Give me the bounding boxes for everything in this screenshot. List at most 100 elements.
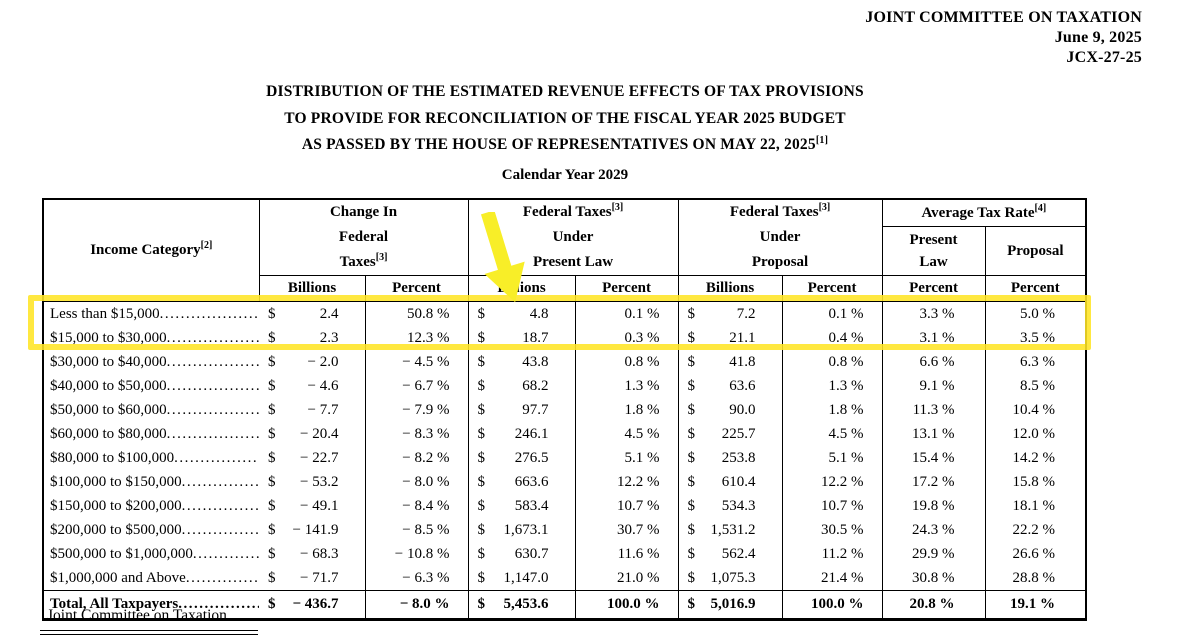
billions-value: 663.6 [514, 473, 549, 490]
dollar-sign: $ [268, 353, 276, 370]
dollar-sign: $ [687, 545, 696, 562]
billions-value-cell: $97.7 [467, 398, 576, 422]
billions-value-cell: $68.2 [467, 374, 576, 398]
percent-value-cell: 1.3 % [781, 374, 883, 398]
dollar-sign: $ [268, 497, 276, 514]
percent-value-cell: 10.7 % [574, 494, 679, 518]
col-header-proposal: Proposal [984, 226, 1087, 276]
table-row-total: Total, All Taxpayers$− 436.7− 8.0 %$5,45… [43, 590, 1087, 620]
billions-value-cell: $63.6 [677, 374, 783, 398]
percent-value-cell: 8.5 % [984, 374, 1087, 398]
billions-value: 583.4 [514, 497, 549, 514]
letterhead-org: JOINT COMMITTEE ON TAXATION [865, 9, 1142, 26]
percent-value-cell: 5.0 % [984, 301, 1087, 326]
billions-value-cell: $ − 7.7 [259, 398, 365, 422]
footnote-ref-4: [4] [1034, 202, 1047, 214]
percent-value-cell: 3.3 % [881, 301, 986, 326]
table-subtitle: Calendar Year 2029 [501, 167, 629, 183]
dot-leader [193, 546, 259, 563]
income-category-cell: $40,000 to $50,000 [43, 374, 259, 398]
percent-value-cell: 50.8 % [364, 301, 469, 326]
billions-value: 63.6 [729, 377, 756, 394]
billions-value-cell: $ − 49.1 [259, 494, 365, 518]
percent-value-cell: 15.8 % [984, 470, 1087, 494]
percent-value-cell: 29.9 % [881, 542, 986, 566]
dot-leader [174, 450, 259, 467]
table-row: $200,000 to $500,000$− 141.9− 8.5 %$1,67… [43, 518, 1087, 542]
billions-value-cell: $1,075.3 [677, 566, 783, 591]
letterhead-doc-number: JCX-27-25 [1066, 49, 1142, 66]
percent-value-cell: 1.8 % [574, 398, 679, 422]
subcol-percent: Percent [881, 275, 986, 302]
percent-value-cell: 12.2 % [781, 470, 883, 494]
percent-value-cell: 0.4 % [781, 326, 883, 350]
billions-value-cell: $610.4 [677, 470, 783, 494]
billions-value: 18.7 [522, 329, 549, 346]
percent-value-cell: 11.6 % [574, 542, 679, 566]
billions-value: 41.8 [729, 353, 756, 370]
dollar-sign: $ [687, 425, 696, 442]
dollar-sign: $ [477, 497, 486, 514]
percent-value-cell: 20.8 % [881, 590, 986, 620]
percent-value-cell: 30.7 % [574, 518, 679, 542]
dollar-sign: $ [268, 305, 276, 322]
col-header-income-category: Income Category[2] [43, 199, 260, 302]
percent-value-cell: 11.2 % [781, 542, 883, 566]
percent-value-cell: − 6.3 % [364, 566, 469, 591]
title-line-2: TO PROVIDE FOR RECONCILIATION OF THE FIS… [284, 109, 846, 127]
billions-value-cell: $276.5 [467, 446, 576, 470]
billions-value-cell: $246.1 [467, 422, 576, 446]
percent-value-cell: 100.0 % [574, 590, 679, 620]
percent-value-cell: 21.4 % [781, 566, 883, 591]
dollar-sign: $ [687, 569, 696, 586]
billions-value: 5,453.6 [503, 596, 549, 612]
col-header-present-law: Present Law [881, 226, 986, 276]
dollar-sign: $ [687, 305, 696, 322]
billions-value: 534.3 [721, 497, 756, 514]
income-category-label: Total, All Taxpayers [50, 596, 179, 612]
percent-value-cell: 5.1 % [574, 446, 679, 470]
billions-value: − 68.3 [300, 545, 339, 562]
billions-value: 1,075.3 [710, 569, 756, 586]
billions-value: − 49.1 [300, 497, 339, 514]
billions-value: 562.4 [721, 545, 756, 562]
income-category-label: $40,000 to $50,000 [50, 377, 167, 394]
income-category-label: $80,000 to $100,000 [50, 449, 175, 466]
billions-value: 630.7 [514, 545, 549, 562]
subcol-percent: Percent [781, 275, 883, 302]
dot-leader [167, 402, 259, 419]
billions-value: − 2.0 [307, 353, 339, 370]
percent-value-cell: 1.8 % [781, 398, 883, 422]
percent-value-cell: 26.6 % [984, 542, 1087, 566]
percent-value-cell: 6.6 % [881, 350, 986, 374]
col-group-change-in-federal-taxes: Change In Federal Taxes[3] [259, 199, 469, 276]
income-category-cell: $50,000 to $60,000 [43, 398, 259, 422]
footnote-ref-2: [2] [200, 240, 213, 251]
dollar-sign: $ [687, 497, 696, 514]
percent-value-cell: 0.1 % [781, 301, 883, 326]
billions-value-cell: $2.4 [259, 302, 365, 327]
billions-value: 7.2 [736, 305, 756, 322]
billions-value-cell: $534.3 [677, 494, 783, 518]
table-row: $150,000 to $200,000$− 49.1− 8.4 %$583.4… [43, 494, 1087, 518]
billions-value-cell: $ − 20.4 [259, 422, 365, 446]
billions-value-cell: $225.7 [677, 422, 783, 446]
distribution-table-wrap: Income Category[2] Change In Federal Tax… [42, 198, 1088, 621]
percent-value-cell: 5.1 % [781, 446, 883, 470]
income-category-cell: $80,000 to $100,000 [43, 446, 259, 470]
income-category-cell: $500,000 to $1,000,000 [43, 542, 259, 566]
percent-value-cell: 21.0 % [574, 566, 679, 591]
percent-value-cell: − 8.3 % [364, 422, 469, 446]
billions-value-cell: $7.2 [677, 301, 783, 326]
dot-leader [167, 378, 259, 395]
subcol-percent: Percent [984, 275, 1087, 302]
billions-value-cell: $5,016.9 [677, 590, 783, 620]
dot-leader [186, 570, 259, 587]
billions-value: 246.1 [514, 425, 549, 442]
dollar-sign: $ [477, 425, 486, 442]
dollar-sign: $ [477, 401, 486, 418]
billions-value-cell: $ − 4.6 [259, 374, 365, 398]
billions-value-cell: $21.1 [677, 326, 783, 350]
dollar-sign: $ [268, 596, 276, 612]
billions-value-cell: $583.4 [467, 494, 576, 518]
